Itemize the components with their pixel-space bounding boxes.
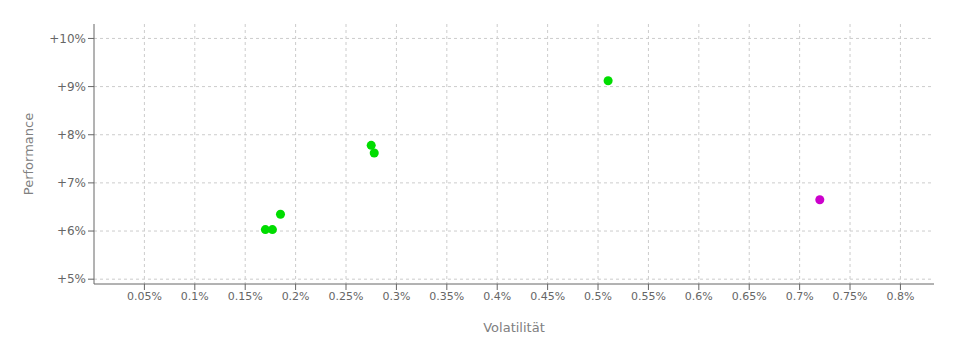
- svg-text:0.2%: 0.2%: [282, 290, 310, 303]
- svg-text:0.6%: 0.6%: [685, 290, 713, 303]
- svg-text:0.8%: 0.8%: [886, 290, 914, 303]
- svg-text:0.75%: 0.75%: [833, 290, 868, 303]
- svg-text:+7%: +7%: [57, 176, 86, 190]
- svg-text:0.65%: 0.65%: [732, 290, 767, 303]
- svg-text:0.5%: 0.5%: [584, 290, 612, 303]
- svg-text:0.05%: 0.05%: [127, 290, 162, 303]
- svg-text:0.35%: 0.35%: [429, 290, 464, 303]
- svg-text:+6%: +6%: [57, 224, 86, 238]
- svg-text:0.1%: 0.1%: [181, 290, 209, 303]
- svg-text:+5%: +5%: [57, 272, 86, 286]
- svg-text:0.45%: 0.45%: [530, 290, 565, 303]
- svg-text:0.7%: 0.7%: [786, 290, 814, 303]
- svg-text:+9%: +9%: [57, 80, 86, 94]
- svg-text:0.4%: 0.4%: [483, 290, 511, 303]
- svg-text:Volatilität: Volatilität: [483, 320, 545, 335]
- svg-text:+8%: +8%: [57, 128, 86, 142]
- svg-text:0.25%: 0.25%: [329, 290, 364, 303]
- svg-text:0.15%: 0.15%: [228, 290, 263, 303]
- svg-text:+10%: +10%: [49, 32, 86, 46]
- svg-text:Performance: Performance: [21, 113, 36, 195]
- svg-text:0.3%: 0.3%: [382, 290, 410, 303]
- svg-text:0.55%: 0.55%: [631, 290, 666, 303]
